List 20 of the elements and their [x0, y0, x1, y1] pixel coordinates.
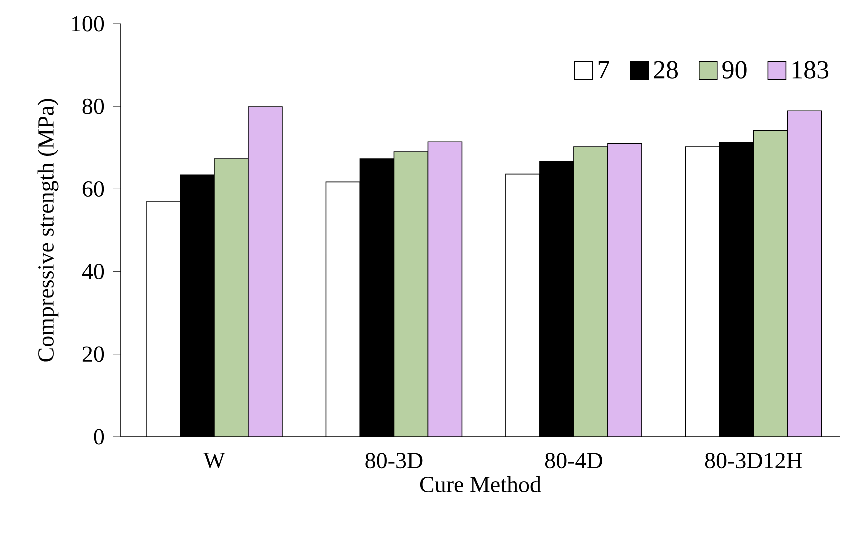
legend-label: 183 — [792, 61, 829, 79]
y-tick-label: 0 — [94, 429, 104, 445]
x-tick-label: 80-3D — [366, 453, 423, 469]
x-axis-title: Cure Method — [420, 476, 542, 492]
legend-label: 7 — [598, 61, 610, 78]
y-tick-label: 40 — [82, 264, 104, 280]
legend-label: 28 — [654, 61, 678, 79]
x-tick-label: 80-3D12H — [705, 453, 802, 469]
x-tick-label: W — [204, 453, 226, 468]
y-tick-label: 60 — [82, 181, 104, 197]
y-tick-label: 20 — [82, 346, 104, 362]
y-tick-label: 80 — [82, 98, 104, 114]
legend-label: 90 — [722, 61, 747, 79]
bar — [574, 147, 608, 437]
bar — [394, 152, 428, 437]
y-axis-title: Compressive strength (MPa) — [38, 99, 59, 362]
bar — [753, 130, 788, 437]
bar — [214, 159, 248, 437]
x-tick-label: 80-4D — [545, 453, 602, 469]
y-tick-label: 100 — [72, 16, 104, 32]
